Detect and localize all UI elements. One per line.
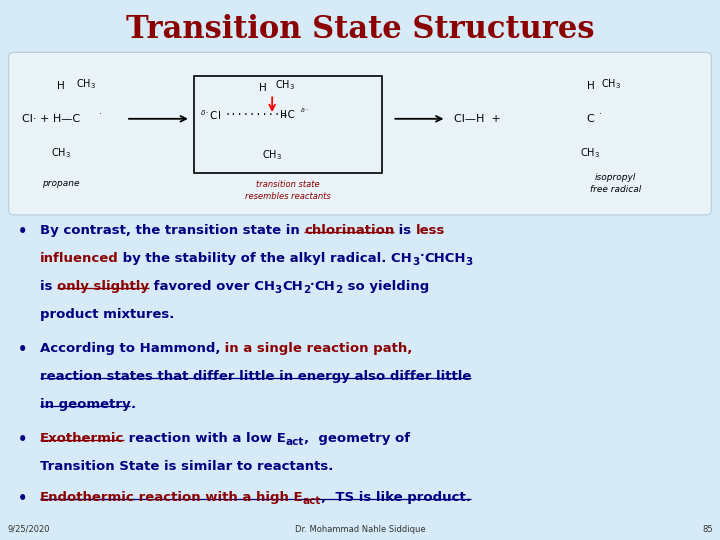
Text: H: H <box>58 82 65 91</box>
Text: •: • <box>18 491 27 506</box>
Text: •: • <box>18 342 27 357</box>
Text: 3: 3 <box>275 285 282 295</box>
Text: H: H <box>259 83 266 93</box>
Text: chlorination: chlorination <box>304 224 395 237</box>
Text: less: less <box>416 224 446 237</box>
Text: ·········H: ·········H <box>225 110 287 120</box>
Text: According to Hammond,: According to Hammond, <box>40 342 220 355</box>
Text: $^{\delta\cdot}$: $^{\delta\cdot}$ <box>300 107 309 116</box>
Text: Transition State is similar to reactants.: Transition State is similar to reactants… <box>40 460 333 473</box>
Text: Exothermic: Exothermic <box>40 432 124 445</box>
Text: by the stability of the alkyl radical. CH: by the stability of the alkyl radical. C… <box>118 252 412 265</box>
Text: propane: propane <box>42 179 80 188</box>
FancyBboxPatch shape <box>9 52 711 215</box>
Text: ,  geometry of: , geometry of <box>305 432 410 445</box>
Text: C: C <box>587 114 595 124</box>
Text: .: . <box>130 398 135 411</box>
Text: CH$_3$: CH$_3$ <box>580 146 600 160</box>
Text: ,  TS is like product.: , TS is like product. <box>321 491 471 504</box>
Text: reaction with a low E: reaction with a low E <box>124 432 286 445</box>
Text: Transition State Structures: Transition State Structures <box>126 14 594 44</box>
Text: CH$_3$: CH$_3$ <box>262 148 282 162</box>
Text: reaction states that differ little in energy also differ little: reaction states that differ little in en… <box>40 370 471 383</box>
Text: Cl—H  +: Cl—H + <box>454 114 500 124</box>
Text: transition state
resembles reactants: transition state resembles reactants <box>245 180 331 201</box>
Text: CH: CH <box>282 280 302 293</box>
Text: CH: CH <box>315 280 336 293</box>
Text: CHCH: CHCH <box>424 252 465 265</box>
Text: CH$_3$: CH$_3$ <box>601 77 621 91</box>
Text: 9/25/2020: 9/25/2020 <box>7 524 50 534</box>
Text: Endothermic: Endothermic <box>40 491 135 504</box>
Text: only slightly: only slightly <box>57 280 149 293</box>
Text: ·: · <box>99 111 102 119</box>
Text: By contrast, the transition state in: By contrast, the transition state in <box>40 224 304 237</box>
Text: 2: 2 <box>302 285 310 295</box>
Text: influenced: influenced <box>40 252 118 265</box>
Text: 3: 3 <box>412 256 419 267</box>
Text: act: act <box>303 496 321 506</box>
Text: ·: · <box>599 111 602 119</box>
Text: Dr. Mohammad Nahle Siddique: Dr. Mohammad Nahle Siddique <box>294 524 426 534</box>
Text: CH$_3$: CH$_3$ <box>275 78 295 92</box>
Text: CH$_3$: CH$_3$ <box>51 146 71 160</box>
Text: ·: · <box>419 249 424 262</box>
Text: isopropyl
free radical: isopropyl free radical <box>590 173 642 194</box>
Text: reaction with a high E: reaction with a high E <box>135 491 303 504</box>
Text: --C: --C <box>281 110 296 120</box>
Text: 2: 2 <box>336 285 343 295</box>
Text: $^{\delta\cdot}$Cl: $^{\delta\cdot}$Cl <box>200 108 221 122</box>
Text: is: is <box>40 280 57 293</box>
Text: is: is <box>395 224 416 237</box>
Text: act: act <box>286 437 305 447</box>
Text: •: • <box>18 224 27 239</box>
Text: 85: 85 <box>702 524 713 534</box>
Text: in a single reaction path,: in a single reaction path, <box>220 342 413 355</box>
Text: product mixtures.: product mixtures. <box>40 308 174 321</box>
Text: H: H <box>587 82 594 91</box>
Text: in geometry: in geometry <box>40 398 130 411</box>
Text: favored over CH: favored over CH <box>149 280 275 293</box>
Text: CH$_3$: CH$_3$ <box>76 77 96 91</box>
Text: •: • <box>18 432 27 447</box>
Bar <box>194 76 382 173</box>
Text: ·: · <box>310 278 315 291</box>
Text: 3: 3 <box>465 256 473 267</box>
Text: so yielding: so yielding <box>343 280 429 293</box>
Text: Cl· + H—C: Cl· + H—C <box>22 114 80 124</box>
